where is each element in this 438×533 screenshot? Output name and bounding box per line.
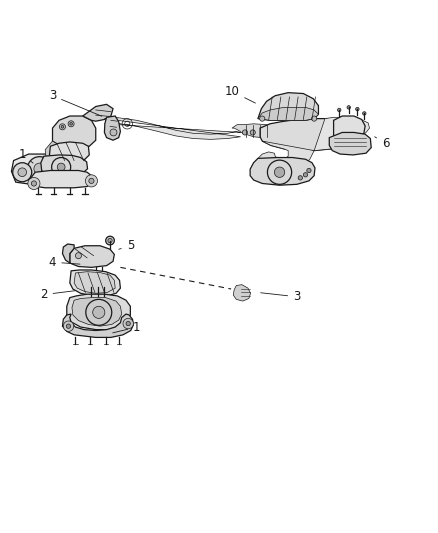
Circle shape (304, 173, 307, 177)
Circle shape (64, 321, 74, 332)
Text: 2: 2 (40, 288, 76, 301)
Polygon shape (67, 294, 131, 329)
Polygon shape (258, 93, 318, 120)
Polygon shape (70, 270, 120, 296)
Circle shape (347, 106, 350, 109)
Circle shape (250, 130, 255, 135)
Polygon shape (45, 141, 61, 159)
Polygon shape (250, 158, 315, 185)
Circle shape (274, 167, 285, 177)
Circle shape (85, 175, 98, 187)
Polygon shape (104, 117, 240, 139)
Polygon shape (63, 314, 134, 337)
Circle shape (108, 238, 112, 243)
Circle shape (123, 318, 134, 329)
Circle shape (242, 130, 247, 135)
Polygon shape (74, 272, 115, 293)
Circle shape (18, 168, 27, 176)
Polygon shape (31, 171, 92, 188)
Circle shape (70, 123, 72, 125)
Circle shape (356, 107, 359, 111)
Circle shape (66, 324, 71, 328)
Circle shape (13, 163, 32, 182)
Polygon shape (329, 132, 371, 155)
Polygon shape (258, 141, 314, 168)
Polygon shape (233, 285, 251, 301)
Circle shape (110, 129, 117, 136)
Circle shape (338, 108, 341, 112)
Polygon shape (53, 116, 96, 148)
Polygon shape (260, 119, 362, 151)
Text: 6: 6 (374, 137, 389, 150)
Circle shape (307, 168, 311, 173)
Polygon shape (49, 142, 89, 162)
Text: 1: 1 (113, 320, 141, 334)
Polygon shape (63, 244, 74, 263)
Polygon shape (104, 116, 120, 140)
Polygon shape (41, 155, 88, 176)
Circle shape (60, 124, 66, 130)
Polygon shape (11, 154, 81, 185)
Text: 3: 3 (49, 89, 102, 116)
Polygon shape (70, 246, 114, 268)
Circle shape (68, 121, 74, 127)
Circle shape (126, 321, 131, 326)
Polygon shape (334, 116, 365, 139)
Circle shape (260, 116, 265, 121)
Polygon shape (72, 297, 122, 326)
Circle shape (61, 126, 64, 128)
Circle shape (298, 176, 303, 180)
Circle shape (57, 163, 65, 171)
Circle shape (34, 163, 45, 174)
Circle shape (89, 178, 94, 183)
Text: 5: 5 (119, 239, 134, 252)
Polygon shape (232, 124, 273, 138)
Polygon shape (314, 117, 370, 151)
Circle shape (106, 236, 114, 245)
Circle shape (363, 112, 366, 115)
Polygon shape (258, 107, 318, 120)
Text: 10: 10 (225, 85, 255, 103)
Text: 1: 1 (18, 148, 33, 163)
Text: 3: 3 (261, 290, 300, 303)
Text: 4: 4 (49, 256, 80, 269)
Circle shape (75, 253, 81, 259)
Circle shape (93, 306, 105, 318)
Circle shape (28, 177, 40, 190)
Circle shape (311, 116, 317, 121)
Circle shape (32, 181, 36, 186)
Circle shape (28, 157, 52, 181)
Polygon shape (83, 104, 113, 121)
